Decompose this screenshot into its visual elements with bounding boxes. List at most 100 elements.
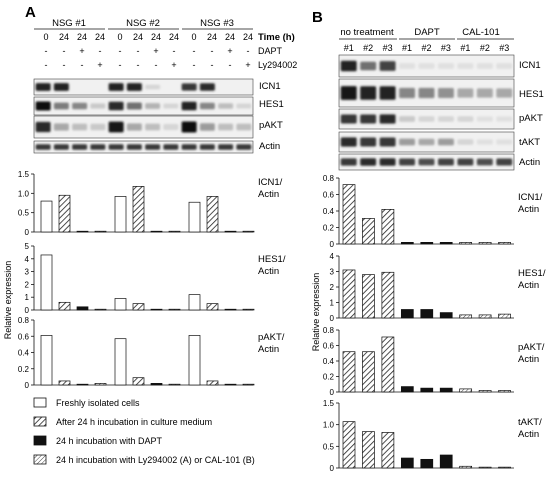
y-tick-label: 0.4 bbox=[323, 207, 335, 216]
panel-b-letter: B bbox=[312, 9, 323, 26]
treatment-mark: - bbox=[63, 46, 66, 56]
blot-band bbox=[496, 158, 513, 166]
chart-bar bbox=[94, 383, 107, 386]
lane-label: #3 bbox=[383, 43, 393, 53]
y-tick-label: 1 bbox=[330, 299, 335, 308]
y-tick-label: 3 bbox=[25, 268, 30, 277]
group-label: CAL-101 bbox=[462, 27, 500, 38]
treatment-mark: + bbox=[97, 60, 102, 70]
blot-band bbox=[476, 116, 493, 122]
chart-bar bbox=[150, 230, 163, 233]
blot-band bbox=[437, 158, 454, 166]
chart-bar bbox=[342, 351, 356, 393]
chart-panel-a-1: 0 1 2 3 4 5 bbox=[25, 242, 255, 315]
y-tick-label: 0 bbox=[25, 228, 30, 237]
blot-band bbox=[437, 88, 454, 98]
chart-panel-b-1: 0 1 2 3 4 bbox=[330, 252, 514, 323]
chart-bar bbox=[114, 298, 127, 311]
blot-label-pakt: pAKT bbox=[259, 120, 283, 131]
blot-band bbox=[145, 144, 161, 150]
chart-bar bbox=[439, 242, 453, 245]
lane-label: #2 bbox=[363, 43, 373, 53]
time-value: 0 bbox=[43, 32, 48, 42]
treatment-mark: + bbox=[227, 46, 232, 56]
blot-band bbox=[379, 61, 396, 71]
chart-bar bbox=[58, 380, 71, 386]
blot-band bbox=[199, 102, 215, 110]
y-tick-label: 1 bbox=[25, 293, 30, 302]
blot-actin bbox=[338, 153, 515, 171]
chart-bar bbox=[242, 308, 255, 311]
treatment-mark: - bbox=[211, 46, 214, 56]
treatment-mark: - bbox=[193, 60, 196, 70]
blot-label-pakt: pAKT bbox=[519, 113, 543, 124]
chart-label: tAKT/ Actin bbox=[518, 417, 544, 440]
lane-label: #1 bbox=[344, 43, 354, 53]
chart-bar bbox=[342, 269, 356, 319]
chart-bar bbox=[114, 338, 127, 386]
blot-frame bbox=[33, 115, 254, 139]
chart-bar bbox=[224, 383, 237, 386]
blot-label-icn1: ICN1 bbox=[259, 81, 281, 92]
chart-label: pAKT/ Actin bbox=[258, 332, 287, 355]
blot-band bbox=[399, 63, 416, 69]
chart-bar bbox=[242, 383, 255, 386]
blot-actin bbox=[33, 140, 254, 154]
blot-band bbox=[379, 158, 396, 166]
condition-marks: 0 - - 24 - - 24 + - 24 - +0 - - 24 - - 24 + - 24 - +0 - - 24 - - 24 +… bbox=[43, 32, 253, 70]
chart-bar bbox=[381, 271, 395, 319]
chart-bar bbox=[362, 274, 375, 319]
chart-bar bbox=[188, 201, 201, 233]
group-label: NSG #1 bbox=[52, 18, 86, 29]
treatment-mark: + bbox=[79, 46, 84, 56]
blot-band bbox=[181, 101, 197, 111]
chart-bar bbox=[420, 458, 434, 469]
y-tick-label: 0.2 bbox=[323, 373, 335, 382]
blot-band bbox=[437, 116, 454, 122]
chart-bar bbox=[168, 308, 181, 311]
y-tick-label: 0 bbox=[330, 388, 335, 397]
y-tick-label: 0.8 bbox=[323, 326, 335, 335]
blot-band bbox=[218, 103, 234, 109]
y-tick-label: 0 bbox=[330, 314, 335, 323]
chart-label: ICN1/ Actin bbox=[518, 192, 545, 215]
lane-label: #3 bbox=[499, 43, 509, 53]
y-tick-label: 4 bbox=[25, 255, 30, 264]
treatment-mark: - bbox=[155, 60, 158, 70]
chart-bar bbox=[76, 383, 89, 386]
y-tick-label: 0.8 bbox=[18, 316, 30, 325]
blot-band bbox=[108, 83, 124, 91]
chart-bar bbox=[459, 388, 473, 393]
chart-bar bbox=[420, 387, 434, 393]
group-label: DAPT bbox=[414, 27, 440, 38]
chart-bar bbox=[206, 303, 219, 311]
chart-bar bbox=[76, 230, 89, 233]
blot-label-hes1: HES1 bbox=[259, 99, 284, 110]
blot-band bbox=[418, 63, 435, 69]
chart-bar bbox=[420, 242, 434, 245]
chart-bar bbox=[132, 377, 145, 386]
y-tick-label: 1.5 bbox=[18, 170, 30, 179]
chart-bar bbox=[342, 184, 356, 245]
time-value: 0 bbox=[191, 32, 196, 42]
y-tick-label: 0.6 bbox=[323, 191, 335, 200]
panel-a-ylabel: Relative expression bbox=[3, 261, 13, 340]
blot-band bbox=[360, 137, 377, 147]
blot-band bbox=[72, 123, 88, 131]
y-tick-label: 0 bbox=[25, 306, 30, 315]
treatment-mark: - bbox=[193, 46, 196, 56]
blot-band bbox=[35, 83, 51, 91]
y-tick-label: 0.5 bbox=[323, 442, 335, 451]
blot-band bbox=[399, 138, 416, 146]
panel-a-blots: ICN1 HES1 pAKT Actin bbox=[33, 78, 284, 154]
y-tick-label: 0.4 bbox=[323, 357, 335, 366]
chart-bar bbox=[40, 335, 53, 386]
blot-band bbox=[340, 114, 357, 124]
legend-label: After 24 h incubation in culture medium bbox=[56, 417, 212, 427]
chart-bar bbox=[224, 308, 237, 311]
treatment-mark: - bbox=[119, 60, 122, 70]
blot-band bbox=[199, 123, 215, 131]
treatment-mark: + bbox=[245, 60, 250, 70]
blot-band bbox=[181, 144, 197, 150]
y-tick-label: 0 bbox=[330, 464, 335, 473]
